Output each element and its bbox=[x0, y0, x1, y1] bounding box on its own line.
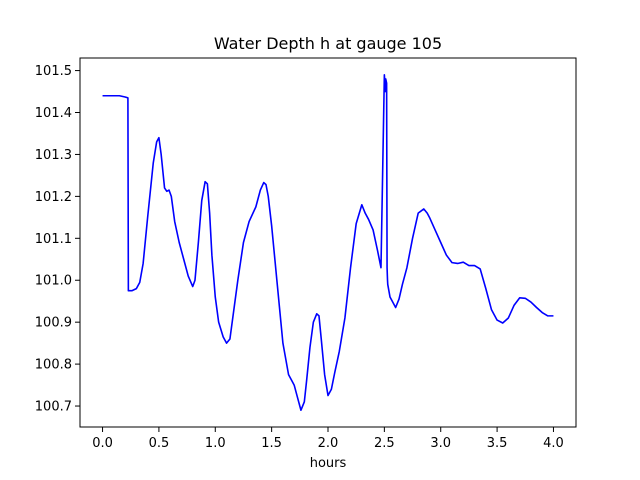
x-tick-label: 2.0 bbox=[318, 436, 339, 451]
x-tick-label: 2.5 bbox=[374, 436, 395, 451]
x-tick-label: 0.5 bbox=[149, 436, 170, 451]
plot-area bbox=[102, 73, 554, 412]
axes-frame bbox=[79, 57, 577, 428]
x-tick-label: 1.5 bbox=[261, 436, 282, 451]
y-tick-label: 101.2 bbox=[35, 190, 72, 205]
x-axis-label: hours bbox=[310, 456, 347, 471]
y-axis-ticks: 100.7 100.8 100.9 101.0 101.1 101.2 101.3 101.4… bbox=[35, 64, 80, 415]
y-tick-label: 101.5 bbox=[35, 64, 72, 79]
y-tick-label: 100.9 bbox=[35, 316, 72, 331]
y-tick-label: 100.8 bbox=[35, 358, 72, 373]
x-tick-label: 0.0 bbox=[92, 436, 113, 451]
y-tick-label: 101.1 bbox=[35, 232, 72, 247]
y-tick-label: 100.7 bbox=[35, 400, 72, 415]
y-tick-label: 101.4 bbox=[35, 106, 72, 121]
x-tick-label: 3.0 bbox=[430, 436, 451, 451]
y-tick-label: 101.3 bbox=[35, 148, 72, 163]
x-tick-label: 3.5 bbox=[487, 436, 508, 451]
y-tick-label: 101.0 bbox=[35, 274, 72, 289]
series-line-0 bbox=[102, 73, 554, 412]
x-axis-ticks: 0.0 0.5 1.0 1.5 2.0 2.5 3.0 3.5 4.0 bbox=[92, 427, 564, 451]
x-tick-label: 1.0 bbox=[205, 436, 226, 451]
x-tick-label: 4.0 bbox=[543, 436, 564, 451]
chart-title: Water Depth h at gauge 105 bbox=[214, 34, 442, 53]
